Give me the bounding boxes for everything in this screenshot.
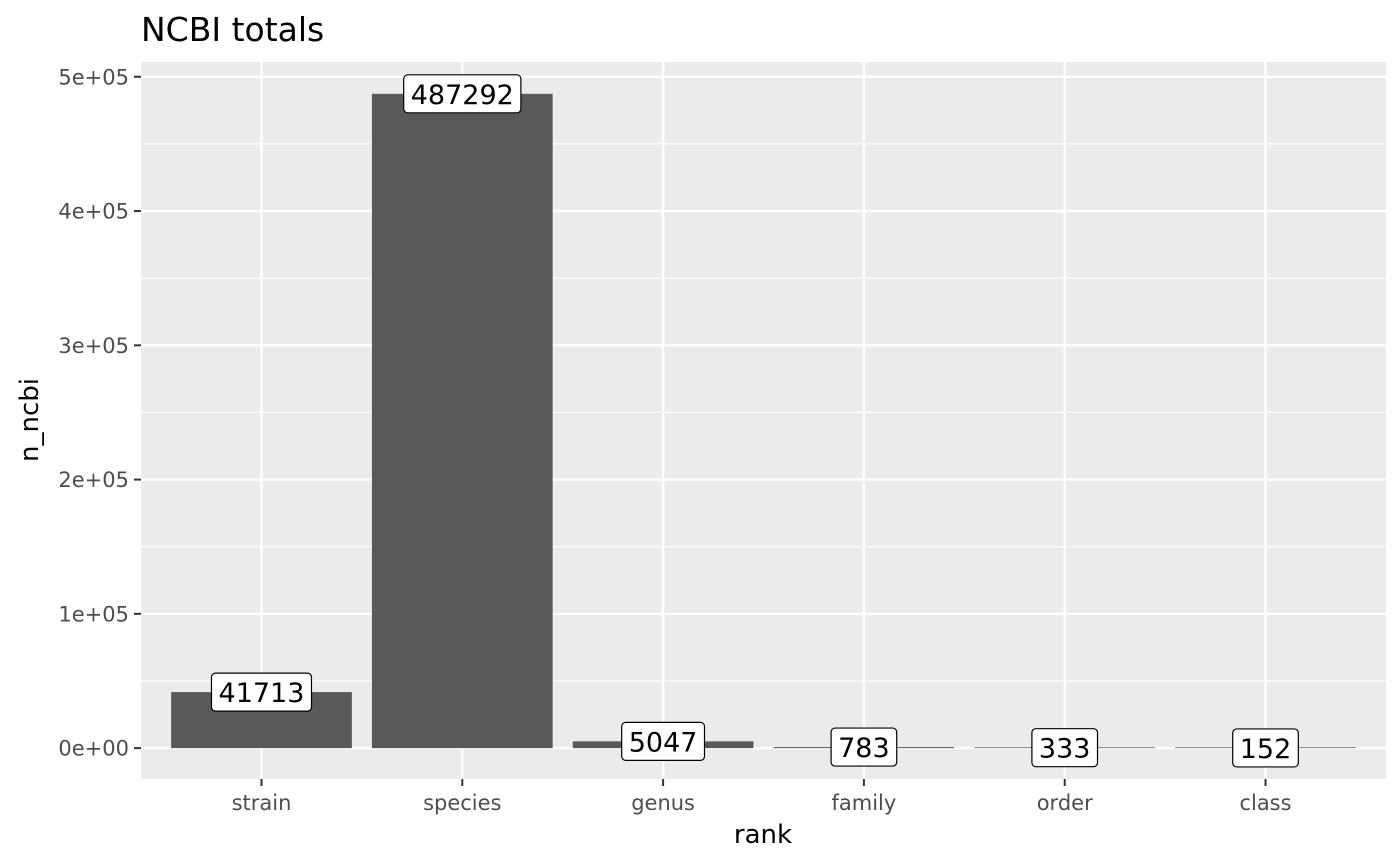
data-label-box-species bbox=[403, 74, 522, 114]
x-tick-label-order: order bbox=[1037, 791, 1093, 815]
y-tick-label: 1e+05 bbox=[58, 602, 129, 626]
data-label-genus: 5047 bbox=[629, 727, 698, 758]
y-tick-label: 4e+05 bbox=[58, 200, 129, 224]
data-label-species: 487292 bbox=[411, 80, 514, 111]
data-label-order: 333 bbox=[1039, 734, 1091, 765]
y-tick-label: 3e+05 bbox=[58, 334, 129, 358]
data-label-box-strain bbox=[210, 672, 313, 712]
y-axis-title: n_ncbi bbox=[15, 378, 45, 462]
data-label-family: 783 bbox=[838, 733, 890, 764]
plot-panel bbox=[141, 62, 1386, 779]
y-tick-label: 2e+05 bbox=[58, 468, 129, 492]
data-label-class: 152 bbox=[1240, 734, 1292, 765]
data-label-strain: 41713 bbox=[219, 678, 305, 709]
x-tick-label-species: species bbox=[423, 791, 501, 815]
y-tick-label: 5e+05 bbox=[58, 65, 129, 89]
x-tick-label-strain: strain bbox=[232, 791, 292, 815]
x-tick-label-family: family bbox=[831, 791, 896, 815]
x-axis-title: rank bbox=[734, 820, 792, 850]
data-labels-group: 41713 487292 5047 783 333 152 bbox=[210, 74, 1299, 768]
minor-gridlines bbox=[141, 143, 1386, 682]
x-axis: strain species genus family order class bbox=[232, 779, 1292, 815]
data-label-box-family bbox=[830, 727, 898, 767]
y-tick-label: 0e+00 bbox=[58, 737, 129, 761]
chart-title: NCBI totals bbox=[141, 10, 324, 49]
data-label-box-genus bbox=[621, 721, 706, 761]
y-axis: 0e+00 1e+05 2e+05 3e+05 4e+05 5e+05 bbox=[58, 65, 141, 761]
data-label-box-order bbox=[1031, 728, 1099, 768]
x-tick-label-genus: genus bbox=[631, 791, 695, 815]
x-tick-label-class: class bbox=[1239, 791, 1291, 815]
bar-species bbox=[371, 93, 553, 749]
data-label-box-class bbox=[1232, 728, 1299, 768]
